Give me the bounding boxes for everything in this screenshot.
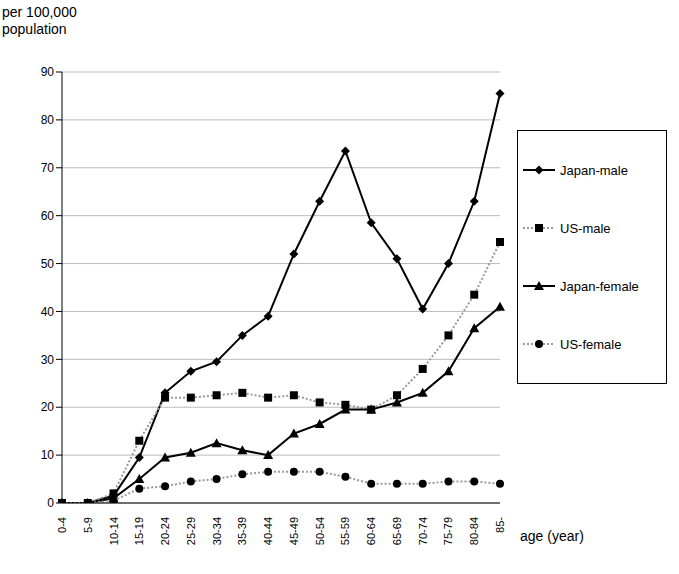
svg-text:40-44: 40-44 — [262, 517, 274, 545]
html-text:US-male: US-male — [560, 220, 611, 236]
svg-text:75-79: 75-79 — [442, 517, 454, 545]
svg-text:0: 0 — [47, 496, 54, 510]
html-text:age (year): age (year) — [520, 528, 584, 544]
svg-text:40: 40 — [41, 305, 55, 319]
html-text:per 100,000 population: per 100,000 population — [2, 4, 77, 37]
svg-text:60-64: 60-64 — [365, 517, 377, 545]
html-text:Japan-male: Japan-male — [560, 162, 628, 178]
svg-text:60: 60 — [41, 209, 55, 223]
svg-text:30: 30 — [41, 353, 55, 367]
svg-text:0-4: 0-4 — [56, 517, 68, 533]
svg-text:55-59: 55-59 — [339, 517, 351, 545]
svg-text:20-24: 20-24 — [159, 517, 171, 545]
html-text:US-female: US-female — [560, 336, 622, 352]
svg-text:50-54: 50-54 — [314, 517, 326, 545]
svg-text:10: 10 — [41, 448, 55, 462]
svg-text:35-39: 35-39 — [236, 517, 248, 545]
svg-text:5-9: 5-9 — [82, 517, 94, 533]
svg-text:45-49: 45-49 — [288, 517, 300, 545]
svg-text:20: 20 — [41, 400, 55, 414]
svg-text:15-19: 15-19 — [133, 517, 145, 545]
svg-text:30-34: 30-34 — [211, 517, 223, 545]
svg-text:50: 50 — [41, 257, 55, 271]
svg-text:10-14: 10-14 — [108, 517, 120, 545]
svg-text:65-69: 65-69 — [391, 517, 403, 545]
svg-text:85-: 85- — [494, 517, 506, 533]
html-text:Japan-female: Japan-female — [560, 278, 639, 294]
svg-text:80: 80 — [41, 113, 55, 127]
svg-text:25-29: 25-29 — [185, 517, 197, 545]
svg-text:80-84: 80-84 — [468, 517, 480, 545]
svg-text:70: 70 — [41, 161, 55, 175]
svg-text:70-74: 70-74 — [417, 517, 429, 545]
svg-text:90: 90 — [41, 65, 55, 79]
